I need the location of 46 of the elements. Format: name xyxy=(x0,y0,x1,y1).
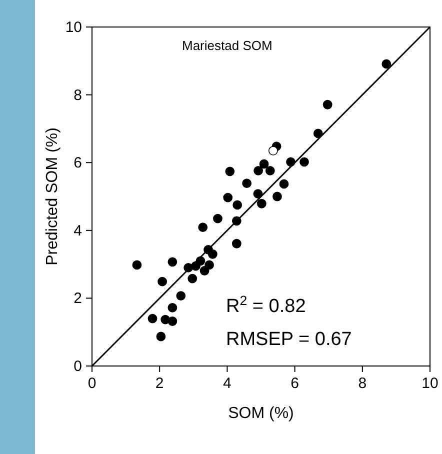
x-tick-label: 0 xyxy=(88,375,96,392)
point xyxy=(256,198,266,208)
y-tick-label: 4 xyxy=(74,222,82,240)
point xyxy=(268,146,278,156)
y-tick-label: 10 xyxy=(65,19,82,36)
y-tick-label: 2 xyxy=(74,290,82,308)
point xyxy=(300,157,309,167)
y-tick-label: 8 xyxy=(74,86,82,104)
point xyxy=(213,214,222,224)
point xyxy=(176,291,186,301)
point xyxy=(168,302,178,312)
y-tick-label: 0 xyxy=(74,358,82,375)
point xyxy=(272,192,282,202)
point xyxy=(223,192,233,202)
point xyxy=(242,178,252,188)
point xyxy=(188,274,198,284)
point xyxy=(156,332,166,342)
point xyxy=(232,200,242,210)
annotation: RMSEP = 0.67 xyxy=(226,329,352,350)
point xyxy=(265,166,275,176)
point xyxy=(322,100,332,110)
point xyxy=(232,238,242,248)
x-axis-title: SOM (%) xyxy=(228,405,294,422)
point xyxy=(148,314,158,324)
point xyxy=(200,266,210,276)
y-axis-title: Predicted SOM (%) xyxy=(44,128,61,266)
annotation: Mariestad SOM xyxy=(182,38,272,53)
point xyxy=(279,179,289,189)
x-tick-label: 6 xyxy=(290,375,299,392)
annotation: R$^{2}$ = 0.82 xyxy=(226,292,306,317)
point xyxy=(198,222,208,232)
x-tick-label: 8 xyxy=(358,375,367,392)
point xyxy=(158,276,168,286)
x-tick-label: 2 xyxy=(155,375,164,392)
point xyxy=(259,159,269,169)
point xyxy=(168,257,178,267)
y-tick-label: 6 xyxy=(74,154,82,172)
x-tick-label: 4 xyxy=(223,375,232,392)
x-tick-label: 10 xyxy=(422,375,438,392)
point xyxy=(225,166,235,176)
point xyxy=(254,166,263,176)
point xyxy=(168,316,178,326)
point xyxy=(313,128,323,138)
point xyxy=(132,260,142,270)
point xyxy=(208,249,218,259)
point xyxy=(382,59,392,69)
